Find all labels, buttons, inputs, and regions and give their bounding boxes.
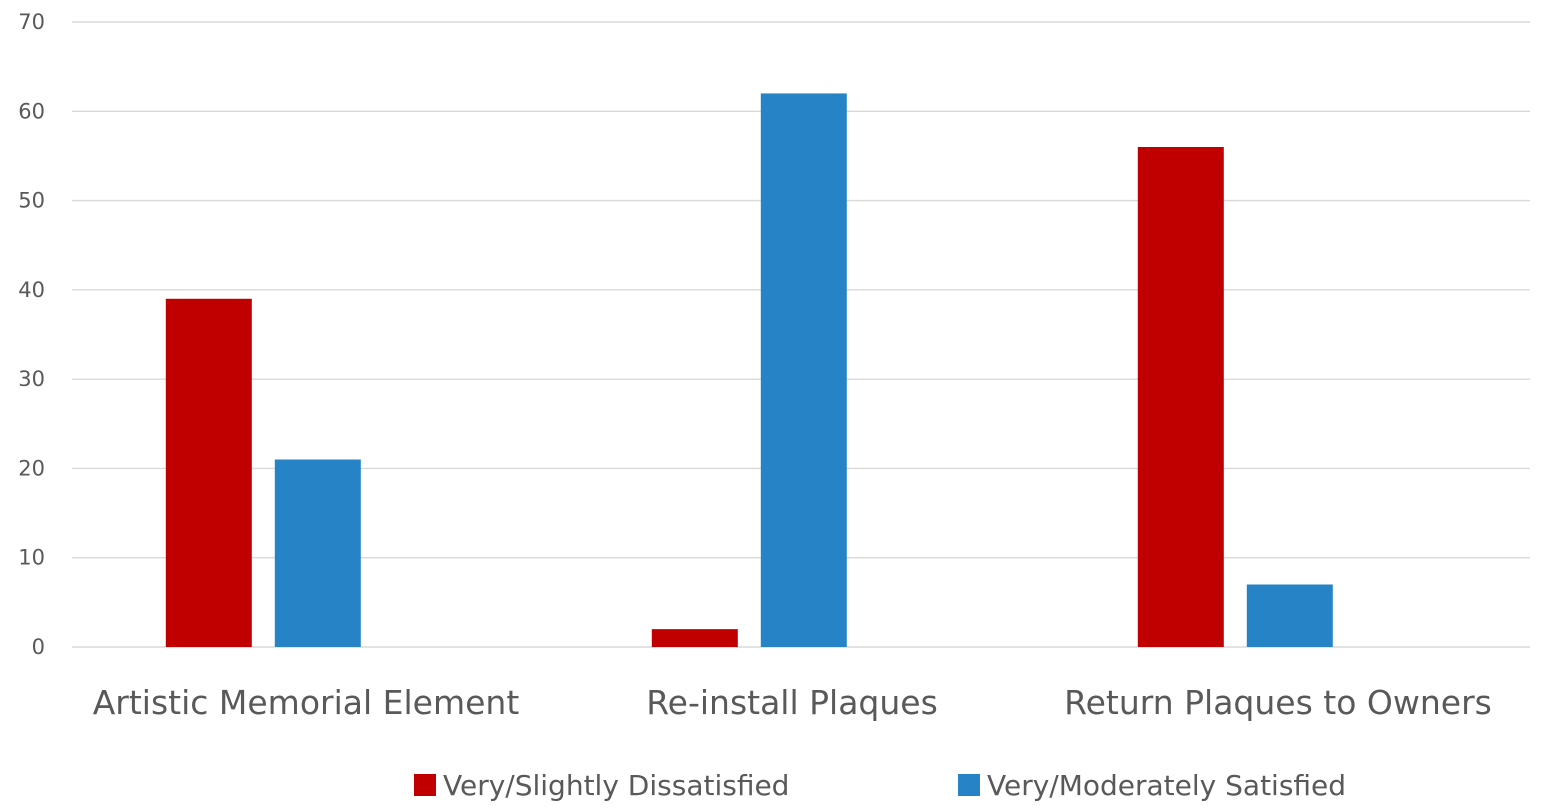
y-tick-label: 60 xyxy=(18,99,45,123)
legend: Very/Slightly Dissatisfied Very/Moderatel… xyxy=(414,769,1346,802)
bar-satisfied-2 xyxy=(1246,584,1333,647)
y-axis-ticks: 0 10 20 30 40 50 60 70 xyxy=(18,10,45,659)
x-tick-label: Re-install Plaques xyxy=(646,683,938,722)
y-tick-label: 70 xyxy=(18,10,45,34)
y-tick-label: 40 xyxy=(18,278,45,302)
legend-label-1: Very/Moderately Satisfied xyxy=(987,769,1346,802)
y-tick-label: 0 xyxy=(32,635,45,659)
x-tick-label: Artistic Memorial Element xyxy=(93,683,520,722)
x-tick-label: Return Plaques to Owners xyxy=(1064,683,1492,722)
legend-swatch-1 xyxy=(958,774,980,796)
bar-dissatisfied-1 xyxy=(651,629,738,647)
bars xyxy=(165,93,1333,647)
legend-label-0: Very/Slightly Dissatisfied xyxy=(443,769,789,802)
bar-dissatisfied-2 xyxy=(1137,147,1224,647)
y-tick-label: 10 xyxy=(18,546,45,570)
bar-dissatisfied-0 xyxy=(165,298,252,647)
y-tick-label: 30 xyxy=(18,367,45,391)
y-tick-label: 20 xyxy=(18,456,45,480)
legend-swatch-0 xyxy=(414,774,436,796)
x-axis-ticks: Artistic Memorial Element Re-install Plaq… xyxy=(93,683,1492,722)
bar-satisfied-0 xyxy=(274,459,361,647)
bar-satisfied-1 xyxy=(760,93,847,647)
y-tick-label: 50 xyxy=(18,189,45,213)
